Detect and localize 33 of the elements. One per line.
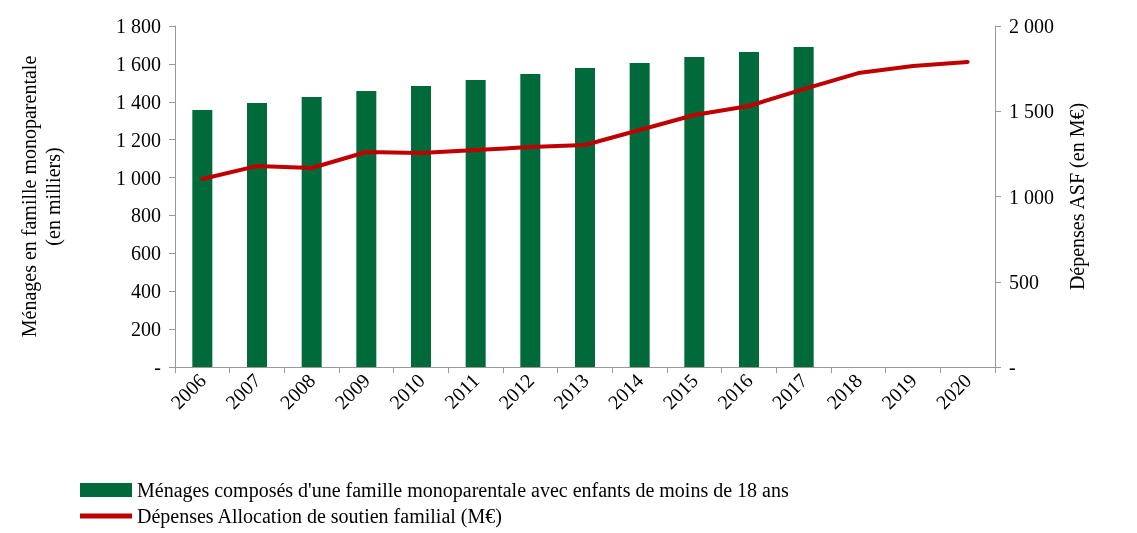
- y-tick-label: 400: [131, 280, 161, 303]
- bar: [575, 68, 595, 367]
- bar: [301, 97, 322, 367]
- y2-tick-label: 1 000: [1009, 185, 1054, 208]
- y-tick-label: 800: [131, 204, 161, 227]
- y-tick-label: 1 600: [116, 52, 161, 75]
- y-tick-label: -: [154, 356, 161, 378]
- y2-axis-title: Dépenses ASF (en M€): [1066, 102, 1089, 291]
- y-tick-label: 600: [131, 242, 161, 265]
- y-tick-label: 1 800: [116, 15, 161, 37]
- bar: [247, 102, 267, 367]
- bar: [411, 86, 431, 367]
- y-tick-label: 1 000: [116, 166, 161, 189]
- y-tick-label: 1 400: [116, 90, 161, 113]
- bar: [629, 62, 650, 367]
- bar: [356, 90, 377, 367]
- x-tick-label: 2011: [440, 369, 484, 413]
- y-tick-label: 200: [131, 318, 161, 341]
- bar: [520, 73, 541, 367]
- legend-label: Dépenses Allocation de soutien familial (M€): [137, 505, 502, 528]
- bar: [465, 79, 486, 367]
- y-axis-title: Ménages en famille monoparentale (en milliers): [18, 55, 65, 338]
- y2-tick-label: 2 000: [1009, 15, 1054, 37]
- line-series: [200, 59, 970, 181]
- y-tick-label: 1 200: [116, 128, 161, 151]
- y2-tick-label: 1 500: [1009, 100, 1054, 123]
- bar: [684, 57, 705, 367]
- y2-tick-label: 500: [1009, 270, 1039, 293]
- legend-label: Ménages composés d'une famille monoparentale avec enfants de moins de 18 ans: [137, 479, 789, 502]
- bar: [793, 47, 814, 367]
- y2-tick-label: -: [1009, 356, 1016, 378]
- bar: [739, 51, 759, 367]
- bar: [192, 109, 213, 367]
